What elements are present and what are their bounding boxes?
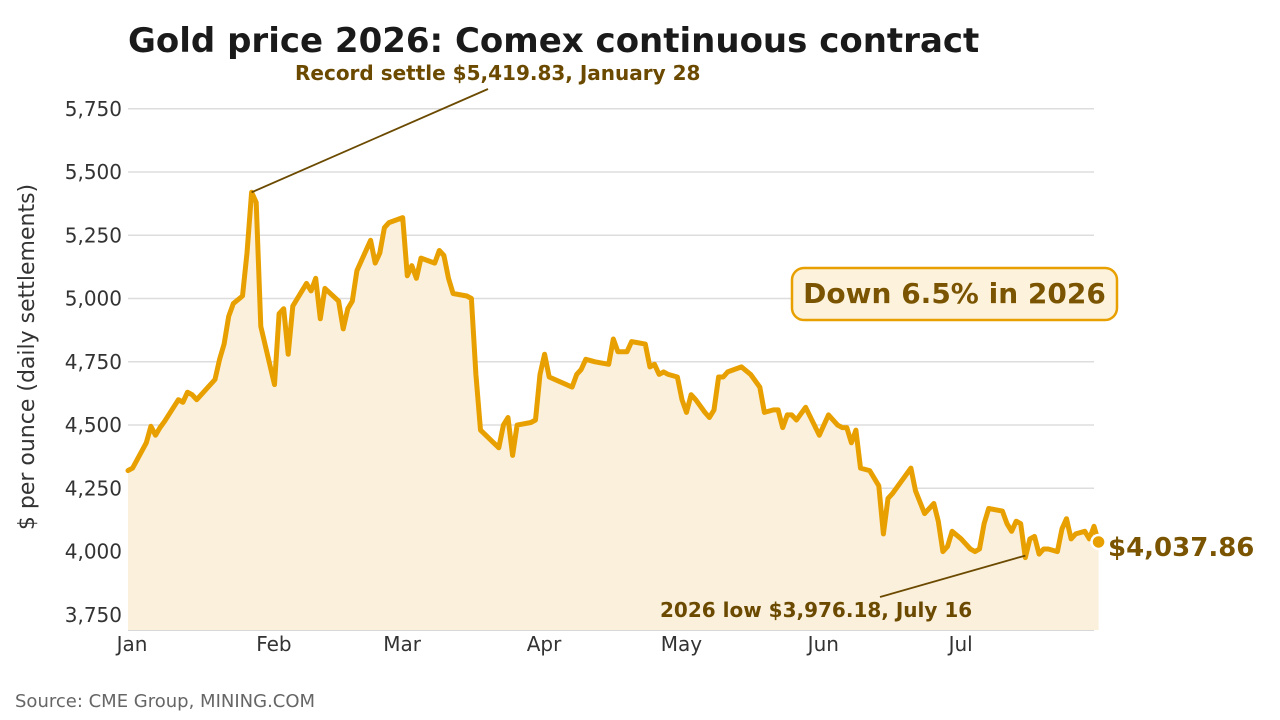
last-price-marker <box>1090 533 1107 551</box>
x-tick-label: Jan <box>115 632 148 656</box>
ytd-change-text: Down 6.5% in 2026 <box>803 277 1106 310</box>
x-tick-label: Jul <box>947 632 973 656</box>
x-axis-ticks: Jan Feb Mar Apr May Jun Jul <box>115 632 973 656</box>
y-axis-label: $ per ounce (daily settlements) <box>15 184 40 530</box>
last-price-label: $4,037.86 <box>1108 533 1254 563</box>
source-note: Source: CME Group, MINING.COM <box>15 691 315 712</box>
y-tick-label: 4,250 <box>65 476 122 500</box>
x-tick-label: Apr <box>527 632 562 656</box>
y-tick-label: 5,750 <box>65 97 122 121</box>
record-annotation: Record settle $5,419.83, January 28 <box>295 61 700 85</box>
price-line <box>125 189 1102 561</box>
y-tick-label: 5,000 <box>65 287 122 311</box>
price-area-fill <box>128 192 1099 631</box>
low-leader-line <box>879 554 1026 598</box>
x-tick-label: May <box>661 632 703 656</box>
chart-title: Gold price 2026: Comex continuous contra… <box>128 21 979 61</box>
y-tick-label: 5,250 <box>65 223 122 247</box>
x-tick-label: Feb <box>256 632 291 656</box>
record-leader-line <box>251 88 489 194</box>
y-tick-label: 5,500 <box>65 160 122 184</box>
y-axis-ticks: 3,750 4,000 4,250 4,500 4,750 5,000 5,250 5,500… <box>65 97 122 627</box>
y-tick-label: 4,000 <box>65 540 122 564</box>
y-tick-label: 4,500 <box>65 413 122 437</box>
ytd-change-box <box>790 266 1119 322</box>
low-annotation: 2026 low $3,976.18, July 16 <box>660 598 972 622</box>
y-tick-label: 3,750 <box>65 603 122 627</box>
x-tick-label: Jun <box>806 632 839 656</box>
y-tick-label: 4,750 <box>65 350 122 374</box>
x-tick-label: Mar <box>383 632 422 656</box>
